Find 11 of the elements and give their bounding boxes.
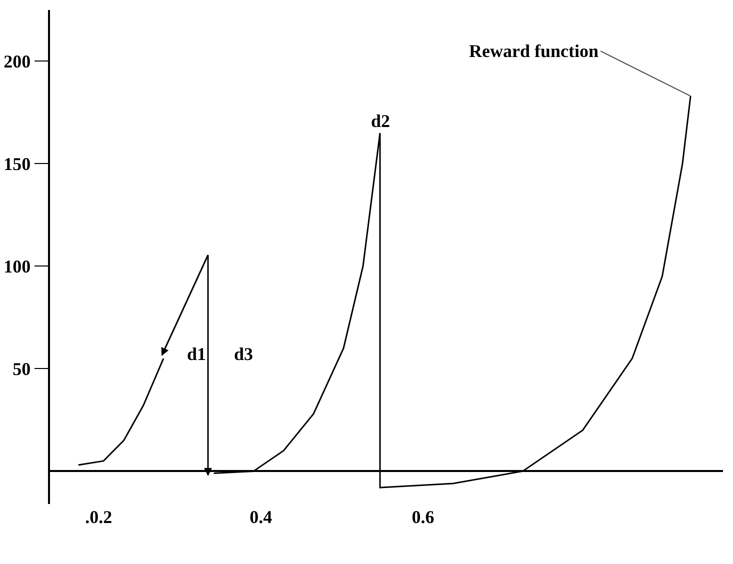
annotation: d3 [234,344,254,364]
y-tick-label: 200 [4,52,31,72]
x-tick-label: 0.4 [250,507,272,527]
y-tick-label: 150 [4,154,31,174]
y-tick-label: 50 [12,359,31,380]
x-tick-label: 0.6 [412,507,434,527]
annotation: Reward function [469,41,598,61]
y-tick-label: 100 [4,256,31,277]
annotation: d2 [371,111,390,131]
annotation: d1 [187,344,206,364]
x-tick-label: .0.2 [85,507,112,527]
